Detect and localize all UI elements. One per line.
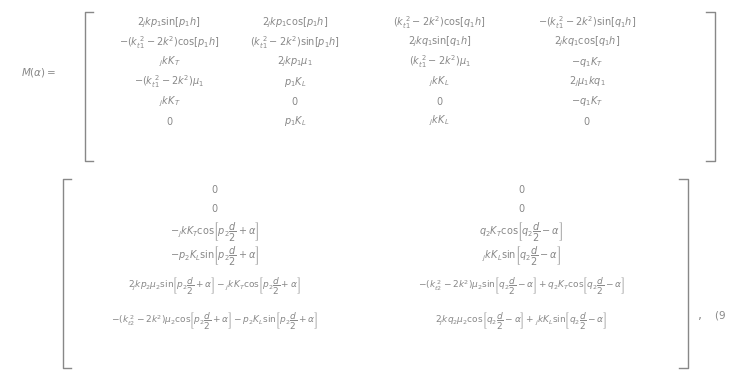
Text: $2_{\!j}kq_1\sin[q_1h]$: $2_{\!j}kq_1\sin[q_1h]$ <box>408 35 472 49</box>
Text: $-(k_{t1}^{\ 2}-2k^2)\cos[p_1h]$: $-(k_{t1}^{\ 2}-2k^2)\cos[p_1h]$ <box>119 34 219 51</box>
Text: $0$: $0$ <box>210 183 219 195</box>
Text: $-_jkK_T\cos\!\left[p_2\dfrac{d}{2}+\alpha\right]$: $-_jkK_T\cos\!\left[p_2\dfrac{d}{2}+\alp… <box>170 221 259 244</box>
Text: $0$: $0$ <box>584 115 591 127</box>
Text: $_jkK_L$: $_jkK_L$ <box>429 74 450 89</box>
Text: $-q_1K_T$: $-q_1K_T$ <box>571 94 603 108</box>
Text: $-p_2K_L\sin\!\left[p_2\dfrac{d}{2}+\alpha\right]$: $-p_2K_L\sin\!\left[p_2\dfrac{d}{2}+\alp… <box>170 245 259 268</box>
Text: $_jkK_L\sin\!\left[q_2\dfrac{d}{2}-\alpha\right]$: $_jkK_L\sin\!\left[q_2\dfrac{d}{2}-\alph… <box>482 245 561 268</box>
Text: $2_{\!j}kq_2\mu_2\cos\!\left[q_2\dfrac{d}{2}-\alpha\right]+_jkK_L\sin\!\left[q_2: $2_{\!j}kq_2\mu_2\cos\!\left[q_2\dfrac{d… <box>435 310 607 331</box>
Text: $(9$: $(9$ <box>714 309 726 322</box>
Text: $2_{\!j}kp_2\mu_2\sin\!\left[p_2\dfrac{d}{2}+\alpha\right]-_jkK_T\cos\!\left[p_2: $2_{\!j}kp_2\mu_2\sin\!\left[p_2\dfrac{d… <box>128 275 301 296</box>
Text: $-(k_{t2}^{\ 2}-2k^2)\mu_2\sin\!\left[q_2\dfrac{d}{2}-\alpha\right]+q_2K_T\cos\!: $-(k_{t2}^{\ 2}-2k^2)\mu_2\sin\!\left[q_… <box>418 275 625 296</box>
Text: $0$: $0$ <box>166 115 173 127</box>
Text: $-(k_{t2}^{\ 2}-2k^2)\mu_2\cos\!\left[p_2\dfrac{d}{2}+\alpha\right]-p_2K_L\sin\!: $-(k_{t2}^{\ 2}-2k^2)\mu_2\cos\!\left[p_… <box>111 310 318 331</box>
Text: $0$: $0$ <box>291 95 299 107</box>
Text: $,$: $,$ <box>697 309 701 322</box>
Text: $0$: $0$ <box>210 202 219 214</box>
Text: $2_j\mu_1kq_1$: $2_j\mu_1kq_1$ <box>569 74 606 89</box>
Text: $_jkK_T$: $_jkK_T$ <box>158 94 180 109</box>
Text: $(k_{t1}^{\ 2}-2k^2)\mu_1$: $(k_{t1}^{\ 2}-2k^2)\mu_1$ <box>408 53 470 70</box>
Text: $(k_{t1}^{\ 2}-2k^2)\sin[p_1h]$: $(k_{t1}^{\ 2}-2k^2)\sin[p_1h]$ <box>250 34 340 51</box>
Text: $q_2K_T\cos\!\left[q_2\dfrac{d}{2}-\alpha\right]$: $q_2K_T\cos\!\left[q_2\dfrac{d}{2}-\alph… <box>479 221 563 244</box>
Text: $(k_{t1}^{\ 2}-2k^2)\cos[q_1h]$: $(k_{t1}^{\ 2}-2k^2)\cos[q_1h]$ <box>394 15 486 31</box>
Text: $_jkK_L$: $_jkK_L$ <box>429 114 450 128</box>
Text: $2_{\!j}kp_1\sin[p_1h]$: $2_{\!j}kp_1\sin[p_1h]$ <box>138 16 201 30</box>
Text: $p_1K_L$: $p_1K_L$ <box>283 114 306 128</box>
Text: $0$: $0$ <box>517 183 526 195</box>
Text: $0$: $0$ <box>517 202 526 214</box>
Text: $0$: $0$ <box>436 95 443 107</box>
Text: $2_{\!j}kq_1\cos[q_1h]$: $2_{\!j}kq_1\cos[q_1h]$ <box>554 35 620 49</box>
Text: $_jkK_T$: $_jkK_T$ <box>158 55 180 69</box>
Text: $-(k_{t1}^{\ 2}-2k^2)\mu_1$: $-(k_{t1}^{\ 2}-2k^2)\mu_1$ <box>134 73 205 90</box>
Text: $p_1K_L$: $p_1K_L$ <box>283 74 306 89</box>
Text: $M(\alpha) =$: $M(\alpha) =$ <box>21 66 57 79</box>
Text: $2_{\!j}kp_1\mu_1$: $2_{\!j}kp_1\mu_1$ <box>277 55 313 69</box>
Text: $-q_1K_T$: $-q_1K_T$ <box>571 55 603 69</box>
Text: $-(k_{t1}^{\ 2}-2k^2)\sin[q_1h]$: $-(k_{t1}^{\ 2}-2k^2)\sin[q_1h]$ <box>538 15 636 31</box>
Text: $2_{\!j}kp_1\cos[p_1h]$: $2_{\!j}kp_1\cos[p_1h]$ <box>262 16 328 30</box>
